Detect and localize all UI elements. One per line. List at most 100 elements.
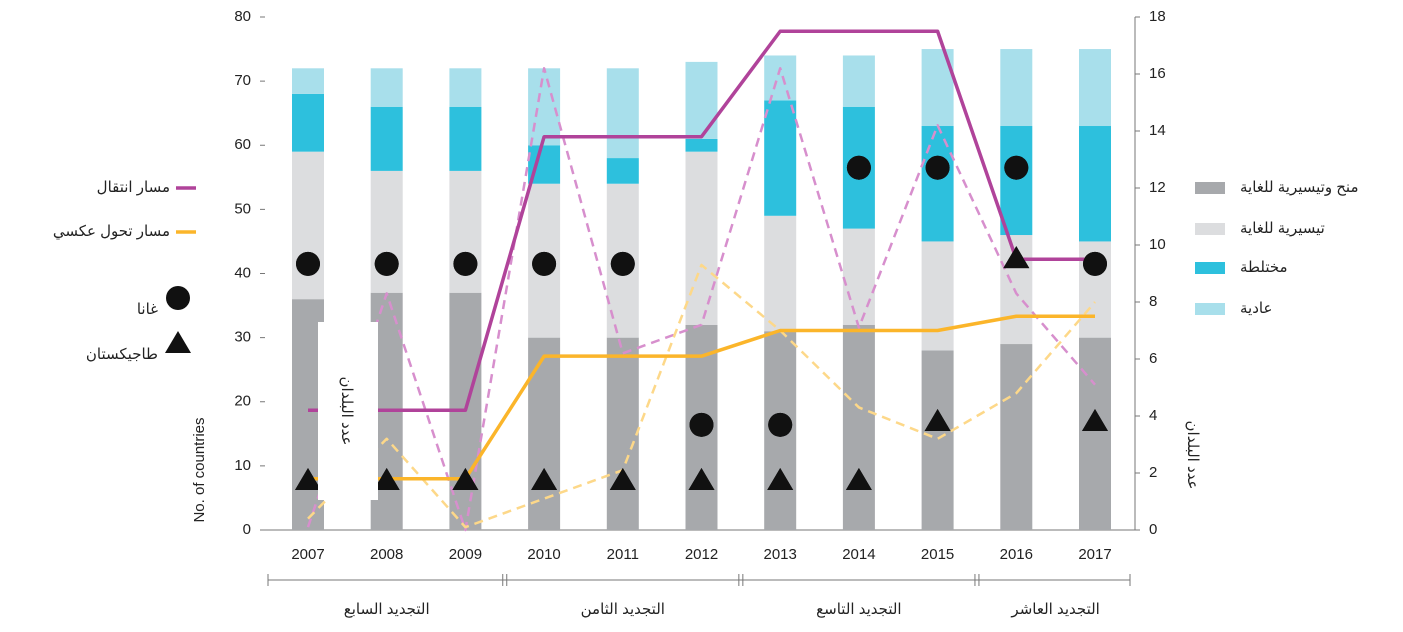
y2-tick-label: 12 <box>1149 179 1166 196</box>
bar-segment <box>606 337 639 530</box>
circle-marker <box>374 251 399 276</box>
x-tick-label: 2008 <box>370 546 403 563</box>
legend-label: تيسيرية للغاية <box>1240 220 1325 237</box>
y2-tick-label: 8 <box>1149 293 1157 310</box>
bar-segment <box>292 151 324 300</box>
bar-segment <box>528 337 561 530</box>
group-label: التجديد الثامن <box>581 601 665 618</box>
y-tick-label: 40 <box>234 264 251 281</box>
circle-marker <box>453 251 478 276</box>
bar-segment <box>449 106 482 171</box>
bar-segment <box>842 55 875 107</box>
dashed-line <box>306 67 1096 532</box>
x-tick-label: 2012 <box>685 546 718 563</box>
legend-label: منح وتيسيرية للغاية <box>1240 179 1358 196</box>
circle-marker <box>846 155 871 180</box>
annotation: عدد البلدان <box>338 377 355 446</box>
circle-marker <box>296 251 320 276</box>
y2-tick-label: 0 <box>1149 521 1157 538</box>
bar-segment <box>1000 49 1033 127</box>
legend-label: مختلطة <box>1240 259 1288 276</box>
bar-segment <box>921 126 954 242</box>
bar-segment <box>370 68 403 107</box>
y-tick-label: 80 <box>234 8 251 25</box>
bar-segment <box>1000 126 1033 236</box>
y-tick-label: 60 <box>234 136 251 153</box>
legend-swatch <box>1195 303 1225 315</box>
bar-segment <box>842 228 875 325</box>
y-tick-label: 50 <box>234 200 251 217</box>
triangle-marker <box>452 467 479 490</box>
triangle-marker <box>165 331 191 353</box>
triangle-marker <box>924 408 951 431</box>
line <box>308 29 1095 413</box>
bar-segment <box>685 61 718 139</box>
y-axis-label: No. of countries <box>191 417 208 522</box>
circle-marker <box>1083 251 1107 276</box>
line <box>308 314 1095 481</box>
circle-marker <box>610 251 635 276</box>
bar-segment <box>370 106 403 171</box>
legend-swatch <box>1195 182 1225 194</box>
y2-tick-label: 6 <box>1149 350 1157 367</box>
triangle-marker <box>531 467 558 490</box>
legend-label: غانا <box>137 301 158 318</box>
bar-segment <box>921 241 954 351</box>
triangle-marker <box>373 467 400 490</box>
bar-segment <box>1079 126 1111 242</box>
x-tick-label: 2014 <box>842 546 875 563</box>
bar-segment <box>292 93 324 152</box>
bar-segment <box>1079 49 1111 127</box>
y-tick-label: 10 <box>234 457 251 474</box>
triangle-marker <box>1003 246 1030 269</box>
y2-tick-label: 18 <box>1149 8 1166 25</box>
y2-axis-label: عدد البلدان <box>1184 421 1201 490</box>
bar-segment <box>842 324 875 530</box>
group-label: التجديد العاشر <box>1010 601 1099 618</box>
y-tick-label: 30 <box>234 329 251 346</box>
y2-tick-label: 14 <box>1149 122 1166 139</box>
bar-segment <box>764 100 797 216</box>
x-tick-label: 2011 <box>607 546 639 563</box>
y2-tick-label: 4 <box>1149 407 1157 424</box>
triangle-marker <box>845 467 872 490</box>
triangle-marker <box>295 467 321 490</box>
legend-label: عادية <box>1240 300 1272 317</box>
dashed-line <box>307 263 1096 529</box>
legend-swatch <box>1195 262 1225 274</box>
x-tick-label: 2007 <box>291 546 324 563</box>
circle-marker <box>1004 155 1029 180</box>
y-tick-label: 70 <box>234 72 251 89</box>
y2-tick-label: 16 <box>1149 65 1166 82</box>
y2-tick-label: 10 <box>1149 236 1166 253</box>
triangle-marker <box>767 467 794 490</box>
circle-marker <box>532 251 557 276</box>
legend-swatch <box>1195 223 1225 235</box>
legend-label: مسار انتقال <box>97 179 170 196</box>
y-tick-label: 20 <box>234 393 251 410</box>
group-label: التجديد التاسع <box>816 601 901 618</box>
y2-tick-label: 2 <box>1149 464 1157 481</box>
bar-segment <box>449 68 482 107</box>
bar-segment <box>1000 344 1033 530</box>
group-label: التجديد السابع <box>344 601 430 618</box>
triangle-marker <box>688 467 715 490</box>
circle-marker <box>925 155 950 180</box>
circle-marker <box>768 412 793 437</box>
bar-segment <box>528 68 561 146</box>
x-tick-label: 2010 <box>527 546 560 563</box>
annotation-box <box>318 322 378 500</box>
y-tick-label: 0 <box>243 521 251 538</box>
x-tick-label: 2017 <box>1078 546 1111 563</box>
bar-segment <box>685 138 718 152</box>
bar-segment <box>764 55 797 101</box>
x-tick-label: 2015 <box>921 546 954 563</box>
bar-segment <box>921 350 954 530</box>
bar-segment <box>685 151 718 325</box>
bar-segment <box>606 68 639 159</box>
circle-marker <box>689 412 714 437</box>
x-tick-label: 2009 <box>449 546 482 563</box>
legend-label: طاجيكستان <box>86 346 158 363</box>
x-tick-label: 2013 <box>764 546 797 563</box>
